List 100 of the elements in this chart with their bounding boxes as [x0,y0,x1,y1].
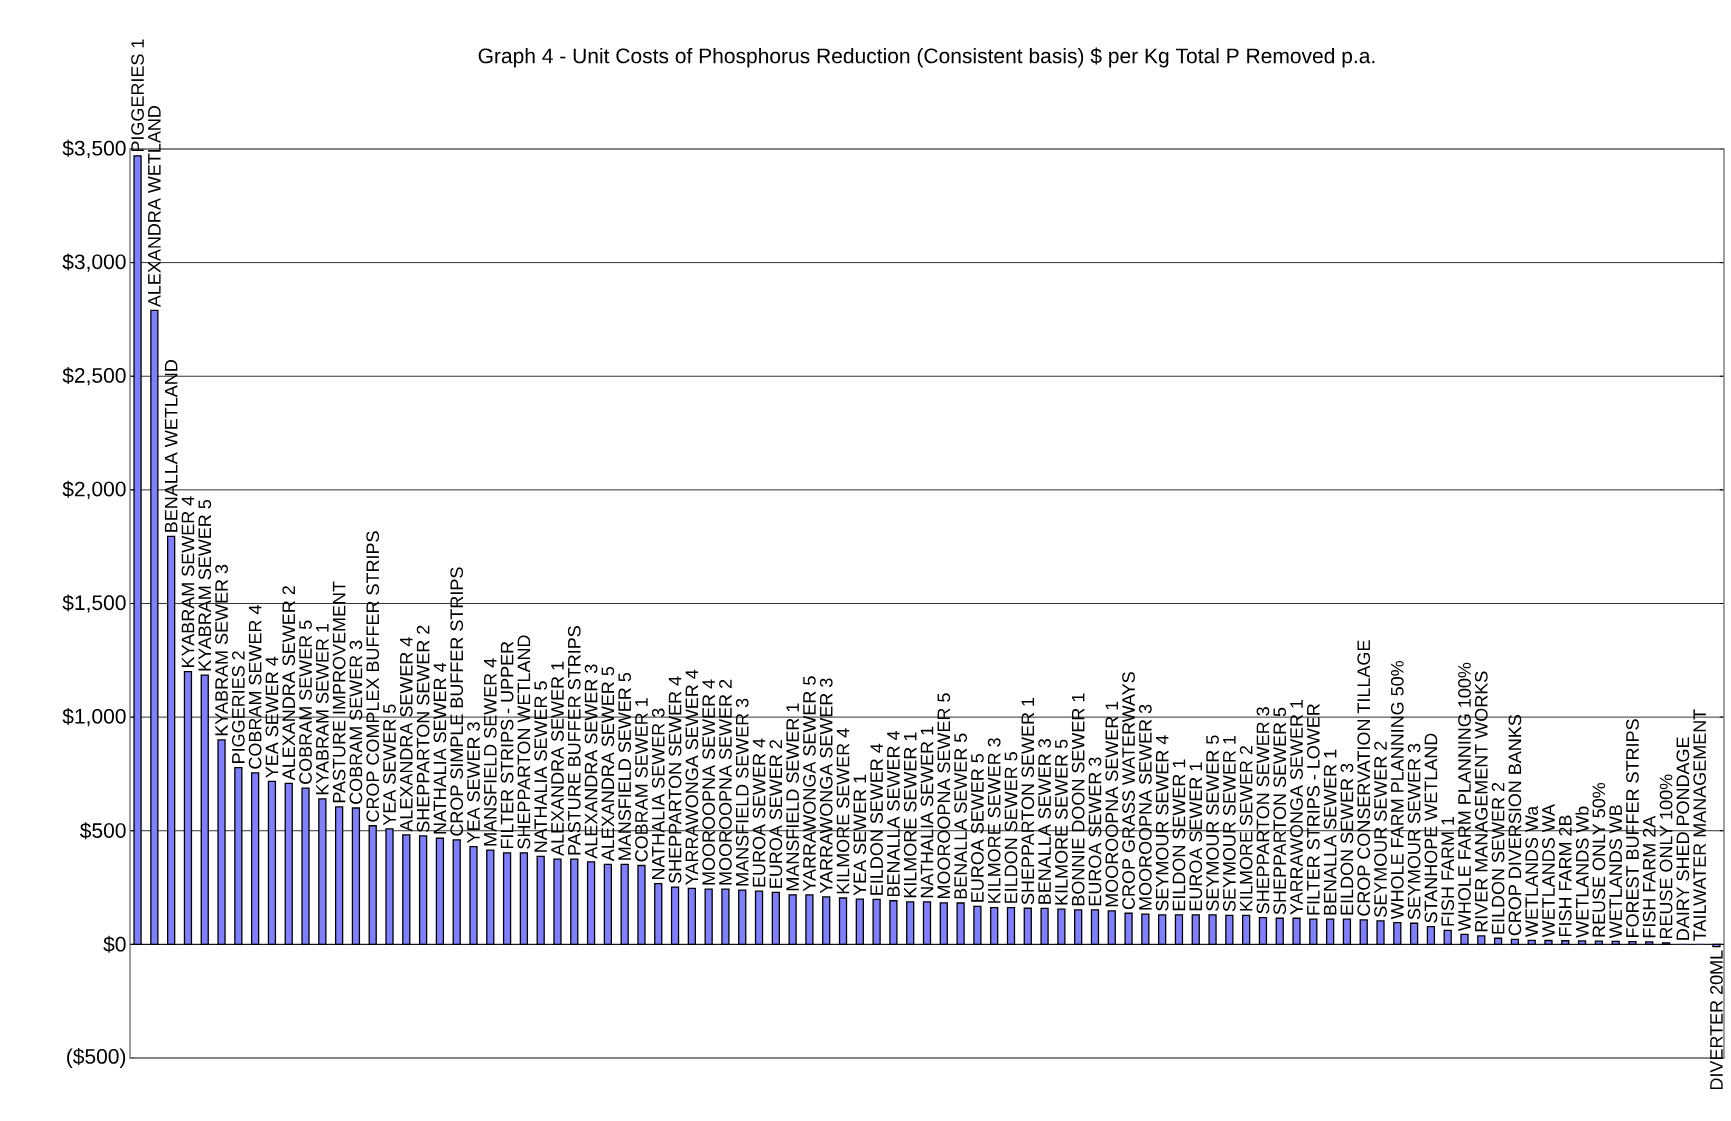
x-tick-label: MOOROOPNA SEWER 1 [1105,701,1119,907]
x-tick-label: FISH FARM 2B [1558,815,1572,937]
x-tick-label: BONNIE DOON SEWER 1 [1071,693,1085,906]
x-tick-label: FILTER STRIPS - UPPER [500,641,514,849]
x-tick-label: COBRAM SEWER 5 [299,620,312,784]
y-tick-label: $2,000 [62,480,126,499]
x-tick-label: SHEPPARTON WETLAND [517,635,531,849]
x-tick-label: CROP CONSERVATION TILLAGE [1357,640,1371,916]
x-tick-label: YARRAWONGA SEWER 4 [685,669,699,885]
x-tick-label: TAILWATER MANAGEMENT [1693,709,1707,941]
x-tick-label: YARRAWONGA SEWER 3 [819,678,833,894]
x-tick-label: EILDON SEWER 5 [1004,752,1018,903]
x-tick-label: BENALLA SEWER 5 [954,733,967,899]
x-tick-label: WETLANDS WA [1542,804,1555,938]
x-tick-label: FOREST BUFFER STRIPS [1626,719,1639,937]
x-tick-label: KILMORE SEWER 2 [1239,745,1253,911]
x-tick-label: YEA SEWER 1 [853,774,867,896]
x-tick-label: EILDON SEWER 3 [1340,763,1354,915]
y-tick-label: $1,000 [62,708,126,727]
x-tick-label: COBRAM SEWER 3 [349,640,363,804]
x-tick-label: MANSFIELD SEWER 5 [618,672,632,860]
x-tick-label: NATHALIA SEWER 3 [651,708,665,880]
x-tick-label: WHOLE FARM PLANNING 100% [1458,662,1471,932]
x-tick-label: FISH FARM 2A [1642,815,1656,938]
x-tick-label: MOOROOPNA SEWER 5 [937,693,951,899]
x-tick-label: EILDON SEWER 2 [1491,782,1505,934]
x-tick-label: WETLANDS Wb [1575,806,1589,938]
x-tick-label: COBRAM SEWER 4 [248,605,262,769]
x-tick-label: SHEPPARTON SEWER 2 [416,625,430,832]
x-tick-label: BENALLA SEWER 3 [1038,739,1051,904]
y-tick-label: $500 [79,822,126,840]
x-tick-label: WHOLE FARM PLANNING 50% [1390,660,1404,920]
x-tick-label: SEYMOUR SEWER 3 [1407,743,1421,920]
y-tick-label: $2,500 [62,367,126,386]
x-tick-label: CROP COMPLEX BUFFER STRIPS [366,531,380,822]
y-tick-label: $3,000 [62,253,126,272]
x-tick-label: EUROA SEWER 3 [1088,757,1102,906]
x-tick-label: CROP DIVERSION BANKS [1508,714,1522,936]
x-tick-label: REUSE ONLY 100% [1659,774,1673,939]
x-tick-label: PASTURE BUFFER STRIPS [567,626,581,855]
x-tick-label: MANSFIELD SEWER 1 [786,703,799,891]
x-tick-label: ALEXANDRA SEWER 1 [551,661,564,856]
x-tick-label: YEA SEWER 4 [265,656,279,778]
x-tick-label: MANSFIELD SEWER 3 [735,698,749,886]
x-tick-label: SEYMOUR SEWER 2 [1374,741,1387,917]
x-tick-label: WETLANDS WB [1609,805,1623,939]
x-tick-label: KILMORE SEWER 1 [903,732,917,898]
x-tick-label: YEA SEWER 3 [467,722,480,844]
x-tick-label: MOOROOPNA SEWER 3 [1138,704,1152,910]
x-tick-label: MANSFIELD SEWER 4 [483,658,497,846]
x-tick-label: ALEXANDRA SEWER 4 [399,637,413,832]
x-tick-label: NATHALIA SEWER 1 [920,726,934,898]
x-tick-label: PASTURE IMPROVEMENT [332,581,346,803]
x-tick-label: ALEXANDRA SEWER 5 [601,666,615,862]
x-tick-label: EUROA SEWER 4 [752,738,766,887]
x-tick-label: CROP SIMPLE BUFFER STRIPS [450,567,464,836]
x-tick-label: REUSE ONLY 50% [1592,782,1606,937]
x-tick-label: KILMORE SEWER 3 [987,738,1001,903]
x-tick-label: KILMORE SEWER 5 [1055,739,1068,905]
x-tick-label: EILDON SEWER 4 [870,743,883,895]
x-tick-label: ALEXANDRA WETLAND [148,105,161,308]
x-tick-label: SHEPPARTON SEWER 3 [1256,707,1270,914]
x-tick-label: KYABRAM SEWER 3 [215,564,228,736]
x-tick-label: MOOROOPNA SEWER 4 [702,679,716,885]
x-tick-label: CROP GRASS WATERWAYS [1122,672,1135,910]
x-tick-label: FILTER STRIPS - LOWER [1306,704,1320,915]
x-tick-label: YARRAWONGA SEWER 5 [803,676,816,892]
y-tick-label: $1,500 [62,594,126,613]
x-tick-label: FISH FARM 1 [1441,816,1455,926]
y-tick-label: ($500) [67,1048,126,1068]
x-tick-label: BENALLA SEWER 1 [1323,749,1337,915]
y-tick-label: $0 [103,935,126,953]
x-tick-label: KYABRAM SEWER 4 [181,496,195,667]
x-tick-label: SEYMOUR SEWER 1 [1222,735,1236,912]
x-tick-label: DAIRY SHED PONDAGE [1676,737,1690,940]
x-tick-label: MOOROOPNA SEWER 2 [719,679,732,885]
x-tick-label: NATHALIA SEWER 4 [433,662,447,834]
x-tick-label: ALEXANDRA SEWER 2 [282,586,296,781]
x-tick-label: EUROA SEWER 5 [971,753,984,902]
x-tick-label: EUROA SEWER 1 [1189,762,1203,911]
y-tick-label: $3,500 [62,139,126,159]
x-tick-label: SHEPPARTON SEWER 4 [668,676,682,884]
x-tick-label: YARRAWONGA SEWER 1 [1290,699,1303,915]
x-tick-label: SEYMOUR SEWER 5 [1206,735,1219,911]
x-tick-label: BENALLA WETLAND [164,360,178,532]
x-tick-label: KYABRAM SEWER 1 [315,623,329,795]
x-tick-label: KYABRAM SEWER 5 [198,499,212,671]
x-tick-label: RIVER MANAGEMENT WORKS [1474,671,1488,932]
x-tick-label: DIVERTER 20ML [1710,950,1723,1090]
x-tick-label: YEA SEWER 5 [383,704,396,826]
x-tick-label: BENALLA SEWER 4 [887,731,900,897]
x-tick-label: WETLANDS Wa [1525,805,1539,937]
x-tick-label: STANHOPE WETLAND [1424,733,1438,923]
x-tick-label: COBRAM SEWER 1 [635,698,648,862]
x-tick-label: ALEXANDRA SEWER 3 [584,664,598,859]
x-tick-label: SHEPPARTON SEWER 1 [1021,697,1035,905]
x-tick-label: KILMORE SEWER 4 [836,728,850,894]
x-tick-label: EUROA SEWER 2 [769,740,783,888]
x-tick-label: PIGGERIES 1 [131,39,144,152]
x-tick-label: SEYMOUR SEWER 4 [1155,735,1169,911]
